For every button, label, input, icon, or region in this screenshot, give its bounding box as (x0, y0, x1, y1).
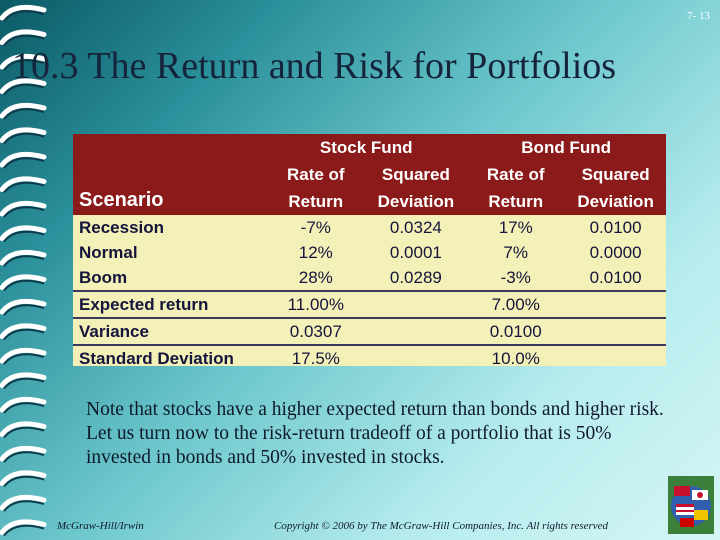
spiral-coil (0, 323, 47, 339)
spiral-coil-shadow (3, 377, 45, 390)
spiral-coil (0, 176, 47, 192)
table-cell: 10.0% (466, 344, 566, 371)
table-cell: 0.0324 (389, 218, 442, 237)
globe-flags-icon (668, 476, 714, 534)
spiral-coil-shadow (3, 83, 45, 96)
table-cell: 11.00% (266, 290, 366, 318)
spiral-coil-shadow (3, 34, 45, 47)
spiral-coil-shadow (3, 353, 45, 365)
spiral-coil-shadow (3, 132, 45, 145)
table-cell: 7.00% (466, 290, 566, 318)
row-label: Boom (79, 268, 128, 287)
spiral-coil-shadow (3, 451, 45, 463)
table-row: Boom 28% 0.0289 -3% 0.0100 (73, 265, 666, 291)
spiral-coil (0, 127, 47, 143)
page-title: 10.3 The Return and Risk for Portfolios (12, 45, 617, 87)
table-cell: 28% (298, 268, 333, 287)
col-header: Squared (365, 161, 467, 188)
spiral-coil (0, 225, 47, 241)
spiral-coil-shadow (3, 402, 45, 414)
spiral-coil-shadow (3, 255, 45, 267)
spiral-coil (0, 396, 47, 413)
row-label: Variance (73, 317, 267, 345)
row-label: Recession (79, 218, 165, 237)
spiral-coil (0, 445, 47, 462)
table-cell: 0.0001 (389, 243, 442, 262)
table-row: Standard Deviation 17.5% 10.0% (73, 344, 666, 371)
spiral-coil-shadow (3, 426, 45, 439)
spiral-coil (0, 78, 47, 94)
spiral-coil (0, 494, 47, 511)
group-header-bond: Bond Fund (466, 134, 666, 161)
table-cell: 7% (503, 243, 528, 262)
table-row: Expected return 11.00% 7.00% (73, 290, 666, 318)
group-header-stock: Stock Fund (266, 134, 467, 161)
spiral-coil (0, 200, 47, 217)
slide-number: 7- 13 (687, 10, 710, 22)
spiral-coil (0, 372, 47, 388)
spiral-coil (0, 4, 47, 21)
spiral-coil-shadow (3, 181, 45, 194)
table-cell: -7% (300, 218, 331, 237)
footer-publisher: McGraw-Hill/Irwin (57, 520, 144, 532)
table-cell: 0.0000 (589, 243, 642, 262)
table-cell: 12% (298, 243, 333, 262)
spiral-coil (0, 421, 47, 437)
footer-copyright: Copyright © 2006 by The McGraw-Hill Comp… (274, 520, 609, 532)
spiral-coil (0, 249, 47, 266)
spiral-coil-shadow (3, 10, 45, 22)
table-cell: 0.0289 (389, 268, 442, 287)
col-header: Rate of (266, 161, 366, 188)
spiral-coil-shadow (3, 524, 45, 537)
spiral-coil (0, 347, 47, 364)
table-cell: -3% (500, 268, 531, 287)
col-header: Return (266, 188, 366, 215)
table-row: Recession -7% 0.0324 17% 0.0100 (73, 215, 666, 240)
note-text: Note that stocks have a higher expected … (86, 399, 664, 468)
table-row: Variance 0.0307 0.0100 (73, 317, 666, 345)
spiral-coil-shadow (3, 206, 45, 218)
col-header: Return (466, 188, 566, 215)
spiral-coil (0, 102, 47, 119)
table-cell: 0.0100 (466, 317, 566, 345)
table-cell: 17.5% (266, 344, 366, 371)
table-corner (73, 134, 267, 161)
col-header: Deviation (565, 188, 666, 215)
row-label: Standard Deviation (73, 344, 267, 371)
spiral-coil-shadow (3, 157, 45, 169)
spiral-coil-shadow (3, 475, 45, 488)
spiral-coil-shadow (3, 108, 45, 120)
spiral-coil (0, 519, 47, 535)
table-cell: 0.0100 (589, 218, 642, 237)
col-header: Squared (565, 161, 666, 188)
spiral-coil (0, 29, 47, 45)
spiral-coil-shadow (3, 230, 45, 243)
spiral-coil (0, 298, 47, 315)
spiral-coil (0, 470, 47, 486)
spiral-coil-shadow (3, 304, 45, 316)
spiral-coil-shadow (3, 59, 45, 71)
data-table: Stock Fund Bond Fund Rate of Squared Rat… (73, 134, 666, 371)
spiral-coil (0, 151, 47, 168)
spiral-coil (0, 53, 47, 70)
table-row: Normal 12% 0.0001 7% 0.0000 (73, 240, 666, 265)
scenario-label: Scenario (79, 189, 164, 211)
table-cell: 0.0100 (589, 268, 642, 287)
table-cell: 17% (498, 218, 533, 237)
spiral-coil-shadow (3, 500, 45, 512)
spiral-coil (0, 274, 47, 290)
col-header: Deviation (365, 188, 467, 215)
table-cell: 0.0307 (266, 317, 366, 345)
row-label: Expected return (73, 290, 267, 318)
spiral-coil-shadow (3, 328, 45, 341)
spiral-coil-shadow (3, 279, 45, 292)
col-header: Rate of (466, 161, 566, 188)
row-label: Normal (79, 243, 138, 262)
spiral-binding-icon (0, 4, 47, 537)
